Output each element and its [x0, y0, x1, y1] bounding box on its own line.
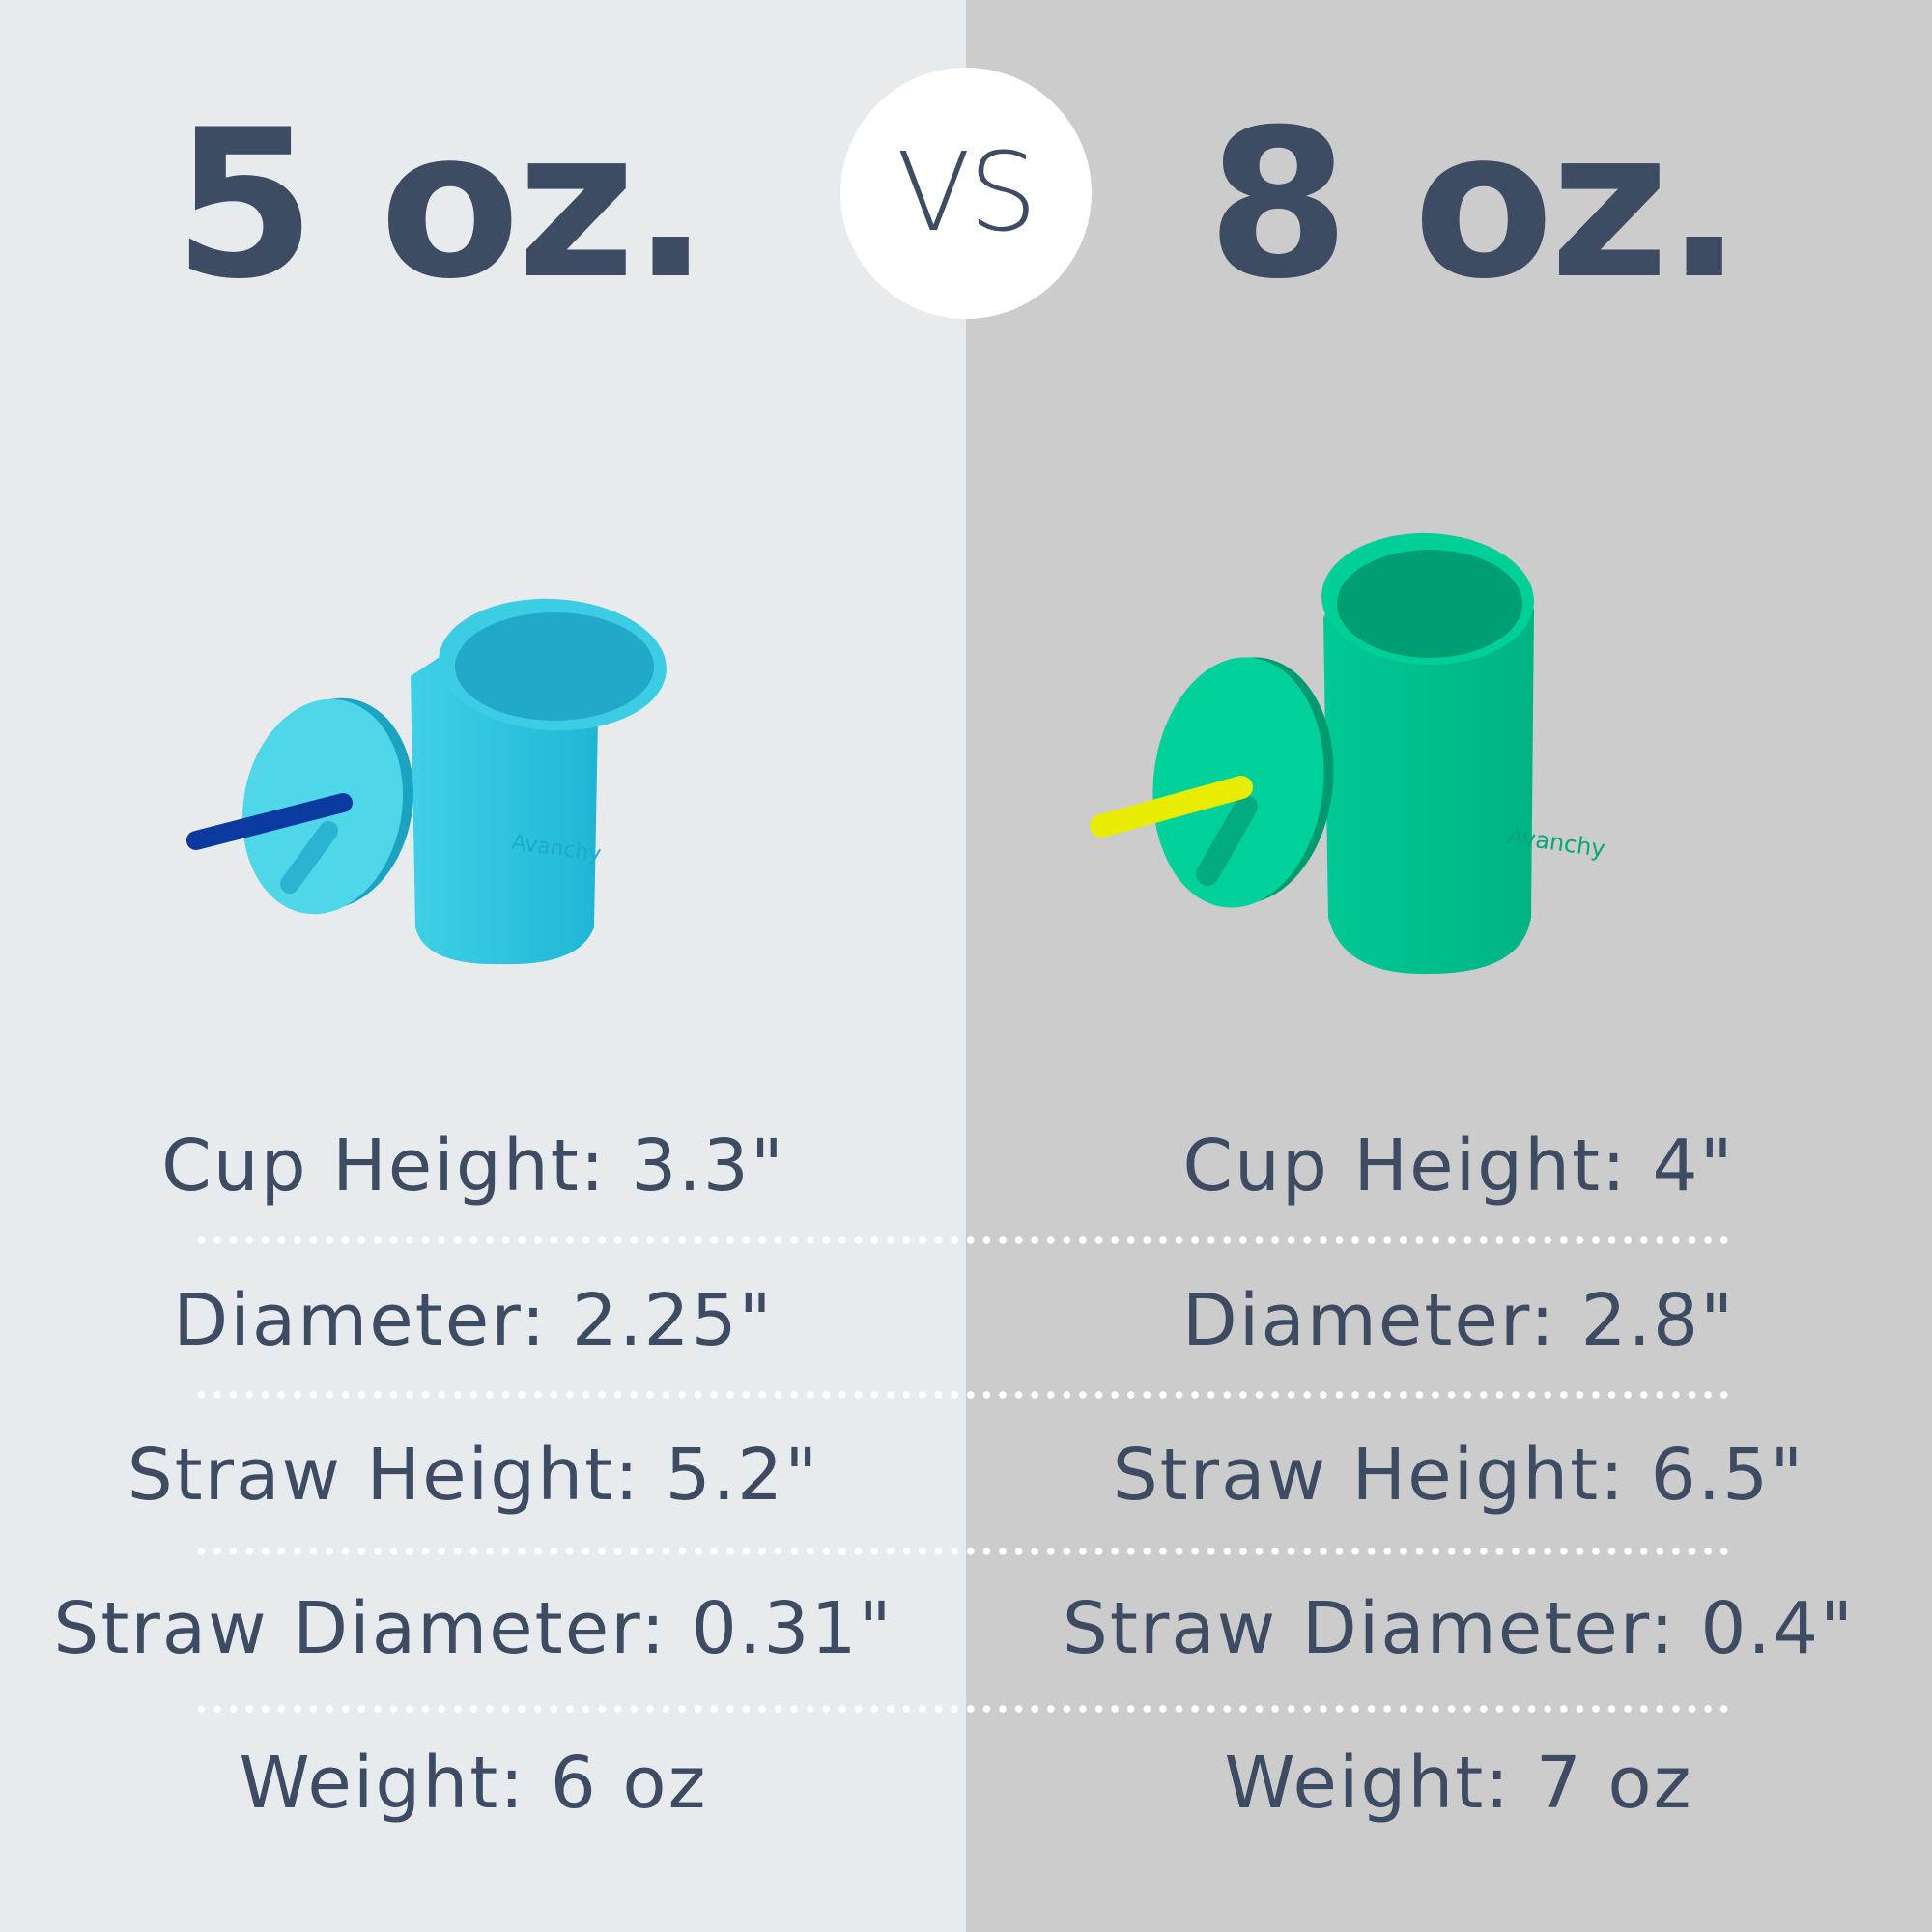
- cup-5oz-body: [411, 657, 599, 965]
- dotted-divider: [193, 1705, 1734, 1713]
- spec-weight-8oz: Weight: 7 oz: [1224, 1742, 1693, 1825]
- title-8oz: 8 oz.: [1207, 85, 1744, 324]
- cup-8oz-body: [1323, 599, 1534, 975]
- spec-straw-height-5oz: Straw Height: 5.2": [127, 1434, 820, 1517]
- left-panel-5oz: [0, 0, 966, 1932]
- cup-8oz-opening: [1337, 550, 1522, 658]
- cup-8oz-image: Avanchy: [1090, 532, 1606, 975]
- straw-8oz-shadow: [1196, 795, 1258, 886]
- dotted-divider: [193, 1236, 1734, 1244]
- spec-straw-height-8oz: Straw Height: 6.5": [1112, 1434, 1805, 1517]
- straw-8oz: [1090, 776, 1253, 838]
- vs-badge: VS: [840, 68, 1092, 319]
- dotted-divider: [193, 1548, 1734, 1555]
- spec-weight-5oz: Weight: 6 oz: [239, 1742, 708, 1825]
- cup-5oz-opening: [455, 612, 654, 721]
- title-5oz: 5 oz.: [173, 85, 710, 324]
- spec-straw-diameter-8oz: Straw Diameter: 0.4": [1062, 1587, 1856, 1670]
- cup-5oz-image: Avanchy: [186, 598, 667, 965]
- spec-diameter-5oz: Diameter: 2.25": [173, 1279, 774, 1362]
- straw-5oz: [186, 793, 353, 850]
- spec-straw-diameter-5oz: Straw Diameter: 0.31": [53, 1587, 894, 1670]
- spec-diameter-8oz: Diameter: 2.8": [1181, 1279, 1736, 1362]
- straw-5oz-shadow: [280, 821, 338, 894]
- spec-cup-height-5oz: Cup Height: 3.3": [161, 1124, 785, 1208]
- dotted-divider: [193, 1391, 1734, 1399]
- spec-cup-height-8oz: Cup Height: 4": [1182, 1124, 1735, 1208]
